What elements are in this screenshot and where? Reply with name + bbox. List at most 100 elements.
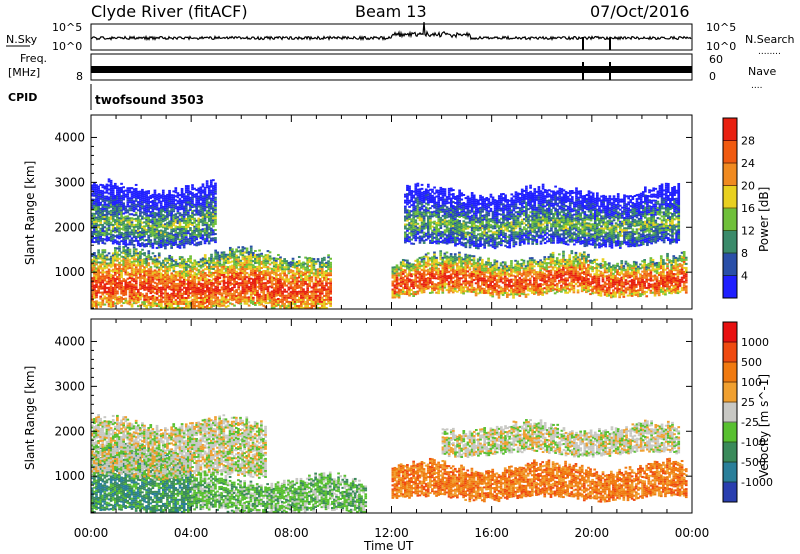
echo-cell [95,192,98,195]
echo-cell [445,283,449,286]
echo-cell [241,262,245,265]
echo-cell [208,269,211,272]
echo-cell [325,272,328,275]
echo-cell [462,292,465,295]
echo-cell [277,283,280,286]
echo-cell [118,197,121,200]
echo-cell [312,294,316,297]
echo-cell [503,269,507,272]
echo-cell [508,293,511,296]
echo-cell [537,277,540,280]
echo-cell [191,294,195,297]
echo-cell [130,223,134,226]
echo-cell [155,226,159,229]
echo-cell [408,286,411,289]
echo-cell [314,290,318,293]
echo-cell [245,255,249,258]
echo-cell [149,258,153,261]
echo-cell [155,224,159,227]
echo-cell [93,216,96,219]
echo-cell [147,298,151,301]
echo-cell [105,189,109,192]
echo-cell [95,198,98,201]
echo-cell [128,227,132,230]
echo-cell [155,292,159,295]
echo-cell [176,286,180,289]
echo-cell [130,269,134,272]
echo-cell [327,290,330,293]
echo-cell [99,209,103,212]
echo-cell [408,272,411,275]
echo-cell [297,274,301,277]
echo-cell [228,279,232,282]
echo-cell [499,276,503,279]
echo-cell [141,215,144,218]
echo-cell [138,196,142,199]
echo-cell [262,294,266,297]
echo-cell [414,278,418,281]
echo-cell [464,271,468,274]
echo-cell [262,296,266,299]
echo-cell [224,291,228,294]
echo-cell [134,278,138,281]
echo-cell [470,278,474,281]
echo-cell [474,290,478,293]
echo-cell [209,205,213,208]
echo-cell [170,236,173,239]
echo-cell [210,261,213,264]
echo-cell [281,264,284,267]
echo-cell [116,236,119,239]
echo-cell [189,239,192,242]
echo-cell [245,292,249,295]
echo-cell [222,284,226,287]
echo-cell [170,302,174,305]
echo-cell [395,278,399,281]
echo-cell [143,252,146,255]
echo-cell [145,255,149,258]
echo-cell [533,291,536,293]
echo-cell [272,263,276,266]
echo-cell [456,270,459,273]
echo-cell [464,286,468,289]
echo-cell [172,236,176,239]
echo-cell [126,195,130,198]
echo-cell [199,278,203,281]
echo-cell [201,277,205,280]
echo-cell [304,290,307,293]
echo-cell [391,276,395,279]
echo-cell [220,251,224,254]
echo-cell [245,249,249,252]
echo-cell [145,294,149,297]
echo-cell [185,268,188,271]
echo-cell [126,197,130,200]
echo-cell [205,282,209,285]
echo-cell [120,215,123,218]
echo-cell [186,242,190,245]
echo-cell [214,257,218,260]
echo-cell [126,215,130,218]
echo-cell [212,233,215,236]
echo-cell [316,300,320,303]
echo-cell [285,284,289,287]
echo-cell [178,214,182,217]
echo-cell [141,303,144,306]
echo-cell [145,220,148,223]
echo-cell [207,195,211,198]
echo-cell [433,251,436,254]
echo-cell [161,207,165,210]
echo-cell [520,262,524,265]
echo-cell [201,207,205,210]
nsearch-log-bottom: 10^0 [706,40,736,53]
echo-cell [105,272,109,275]
echo-cell [222,286,226,289]
echo-cell [105,266,109,269]
echo-cell [393,278,397,281]
echo-cell [205,200,209,203]
echo-cell [297,272,301,275]
echo-cell [218,274,222,277]
echo-cell [187,296,190,299]
echo-cell [95,275,98,278]
echo-cell [285,274,289,277]
echo-cell [99,191,103,194]
echo-cell [272,295,276,298]
